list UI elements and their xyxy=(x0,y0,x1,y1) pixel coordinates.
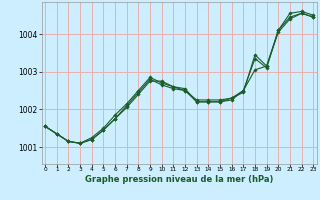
X-axis label: Graphe pression niveau de la mer (hPa): Graphe pression niveau de la mer (hPa) xyxy=(85,175,273,184)
